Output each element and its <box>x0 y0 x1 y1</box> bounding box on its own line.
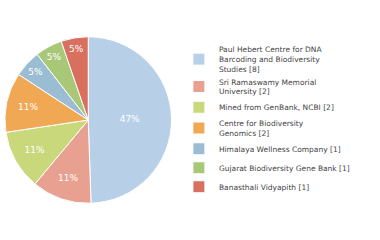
svg-text:5%: 5% <box>69 44 84 54</box>
svg-text:11%: 11% <box>18 102 38 112</box>
svg-text:5%: 5% <box>28 67 43 77</box>
svg-text:Himalaya Wellness Company [1]: Himalaya Wellness Company [1] <box>219 145 341 154</box>
svg-text:5%: 5% <box>47 52 62 62</box>
svg-text:11%: 11% <box>58 173 78 183</box>
svg-text:Mined from GenBank, NCBI [2]: Mined from GenBank, NCBI [2] <box>219 103 334 112</box>
svg-text:Centre for BiodiversityGenomic: Centre for BiodiversityGenomics [2] <box>219 119 304 138</box>
svg-text:Gujarat Biodiversity Gene Bank: Gujarat Biodiversity Gene Bank [1] <box>219 164 350 173</box>
svg-text:Sri Ramaswamy MemorialUniversi: Sri Ramaswamy MemorialUniversity [2] <box>219 78 316 97</box>
svg-text:47%: 47% <box>120 114 140 124</box>
svg-text:11%: 11% <box>25 145 45 155</box>
svg-text:Banasthali Vidyapith [1]: Banasthali Vidyapith [1] <box>219 183 309 192</box>
svg-text:Paul Hebert Centre for DNABarc: Paul Hebert Centre for DNABarcoding and … <box>219 45 323 74</box>
